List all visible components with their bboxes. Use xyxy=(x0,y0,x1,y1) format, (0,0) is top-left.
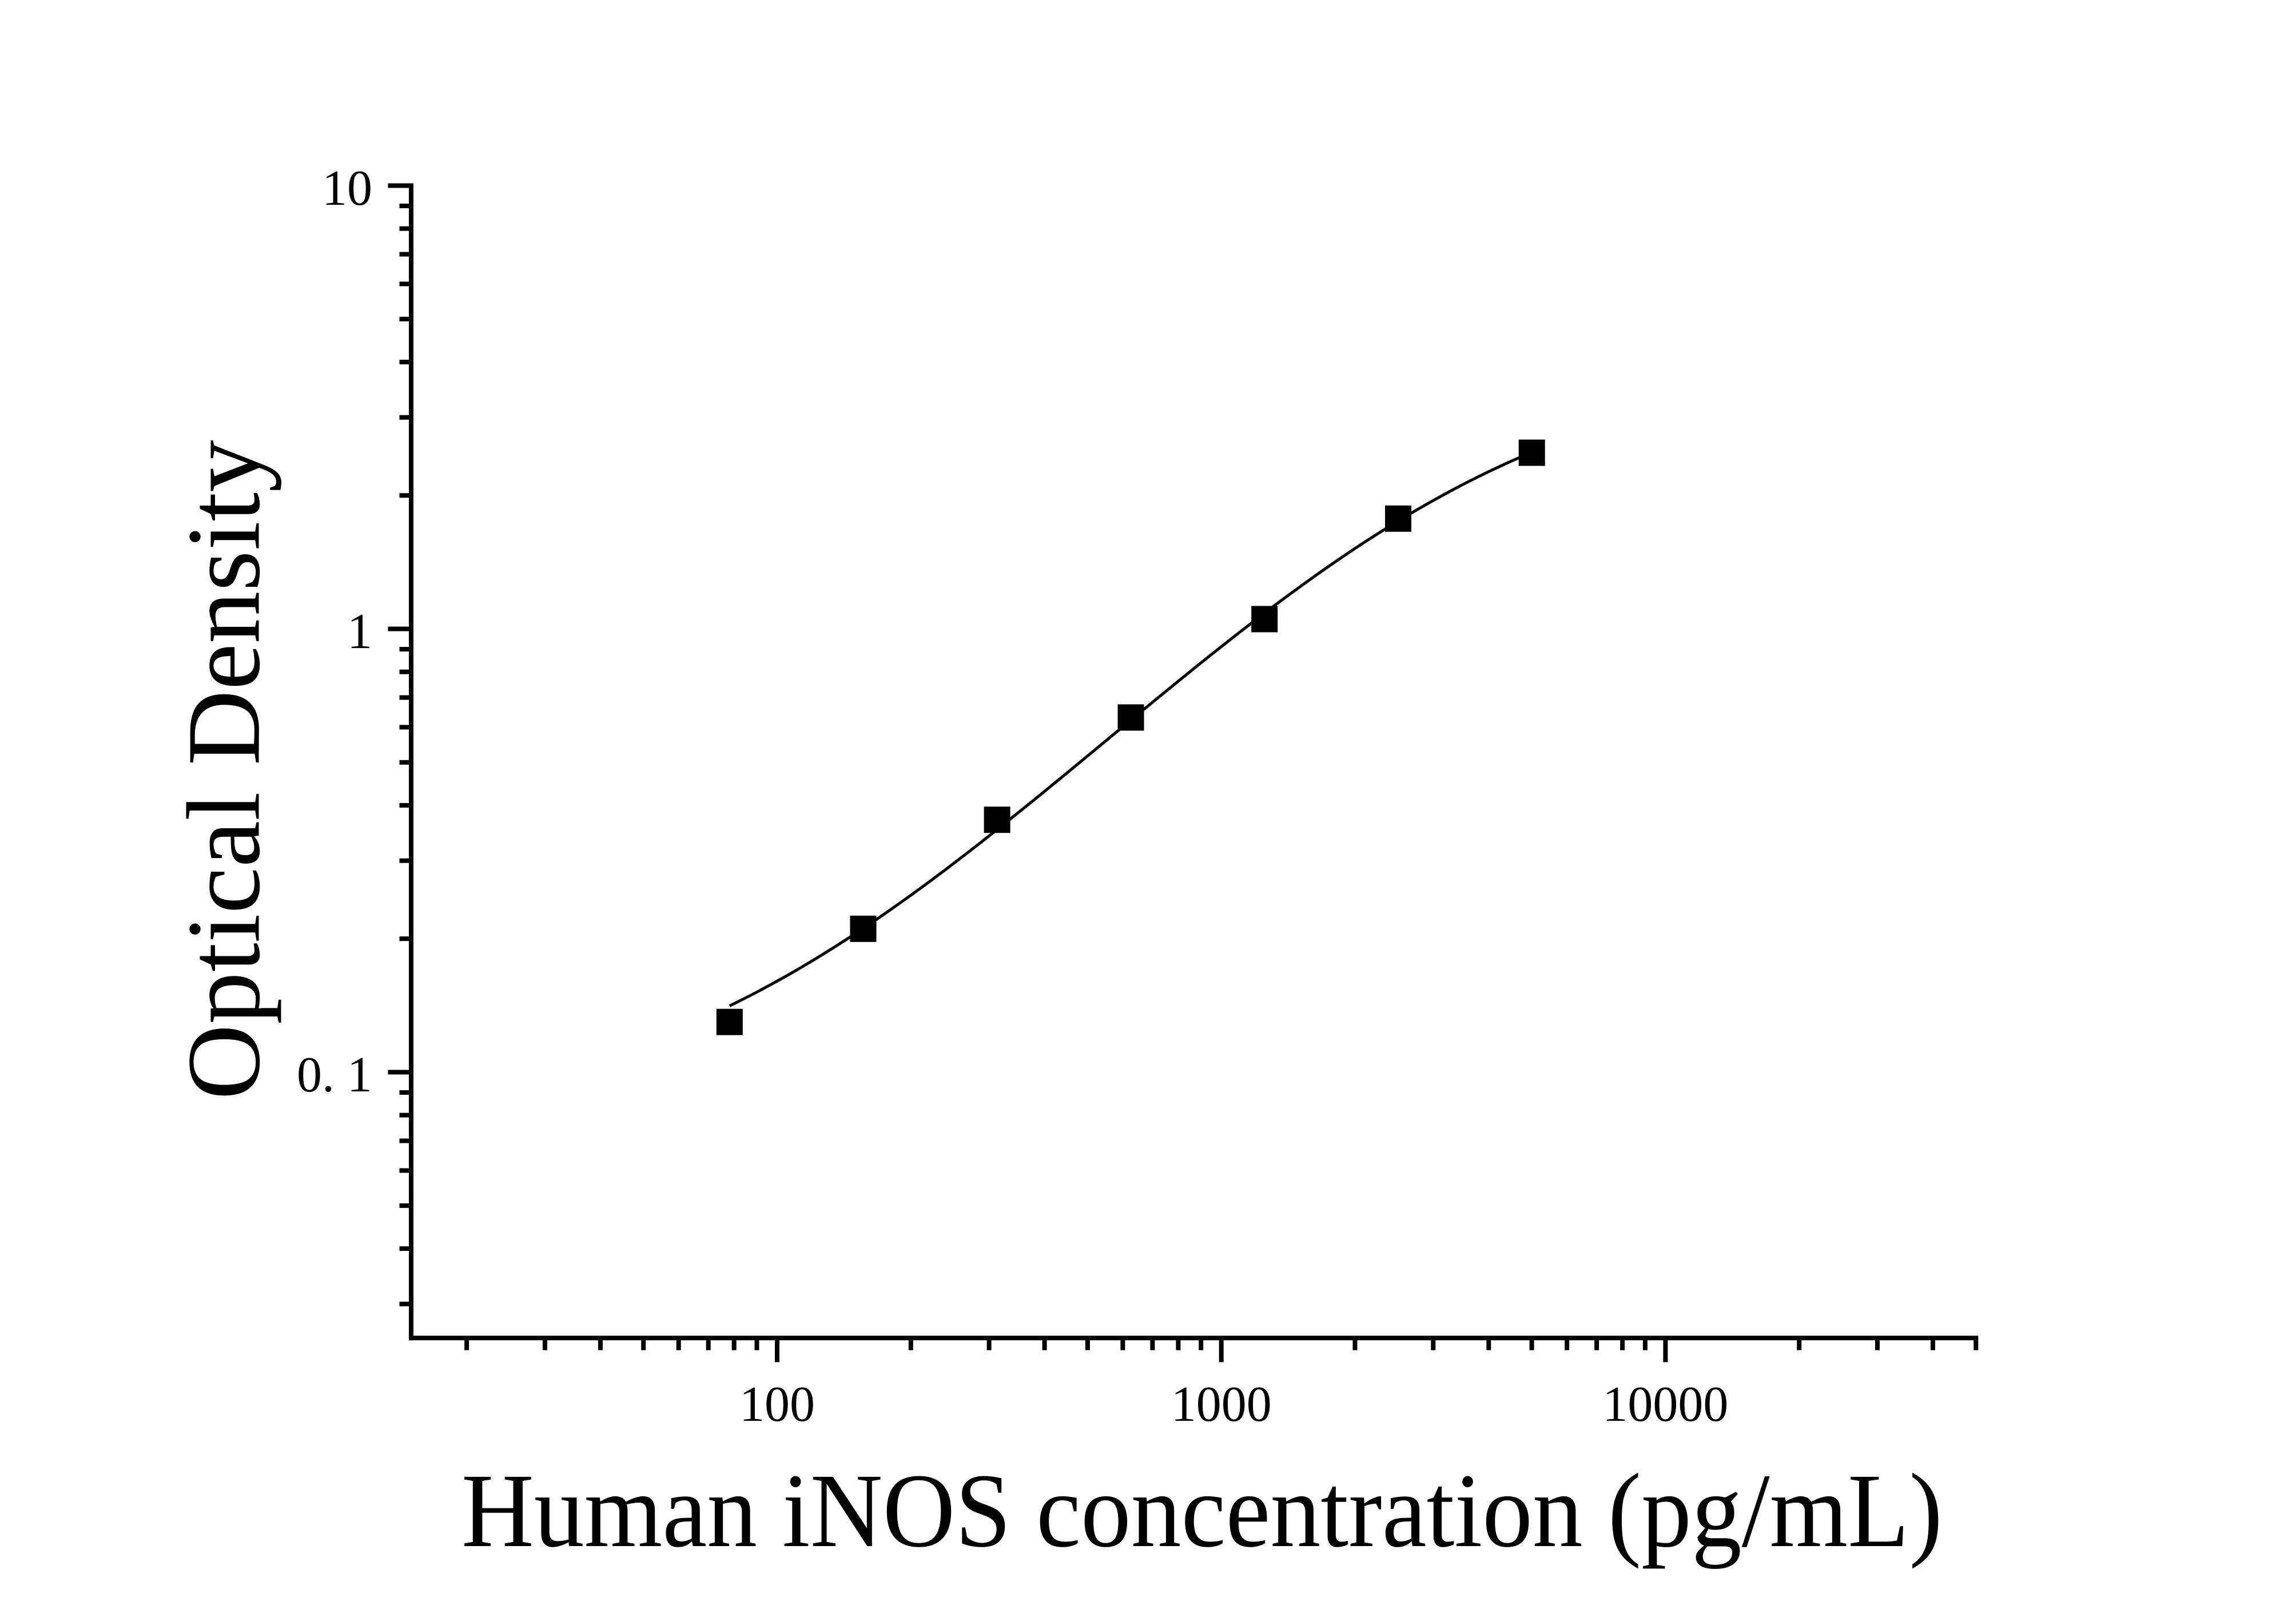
svg-text:100: 100 xyxy=(739,1377,815,1432)
svg-text:Optical Density: Optical Density xyxy=(166,440,282,1100)
svg-text:1000: 1000 xyxy=(1171,1377,1272,1432)
svg-text:0. 1: 0. 1 xyxy=(297,1047,372,1103)
svg-text:10: 10 xyxy=(322,161,372,216)
svg-text:Human iNOS concentration (pg/m: Human iNOS concentration (pg/mL) xyxy=(461,1452,1943,1570)
svg-text:10000: 10000 xyxy=(1602,1377,1728,1432)
svg-text:1: 1 xyxy=(347,604,372,660)
